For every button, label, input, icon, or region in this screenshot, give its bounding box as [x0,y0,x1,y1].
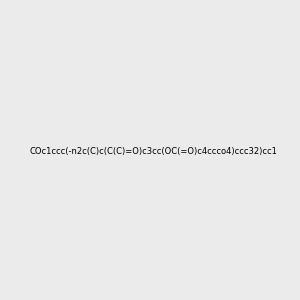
Text: COc1ccc(-n2c(C)c(C(C)=O)c3cc(OC(=O)c4ccco4)ccc32)cc1: COc1ccc(-n2c(C)c(C(C)=O)c3cc(OC(=O)c4ccc… [30,147,278,156]
